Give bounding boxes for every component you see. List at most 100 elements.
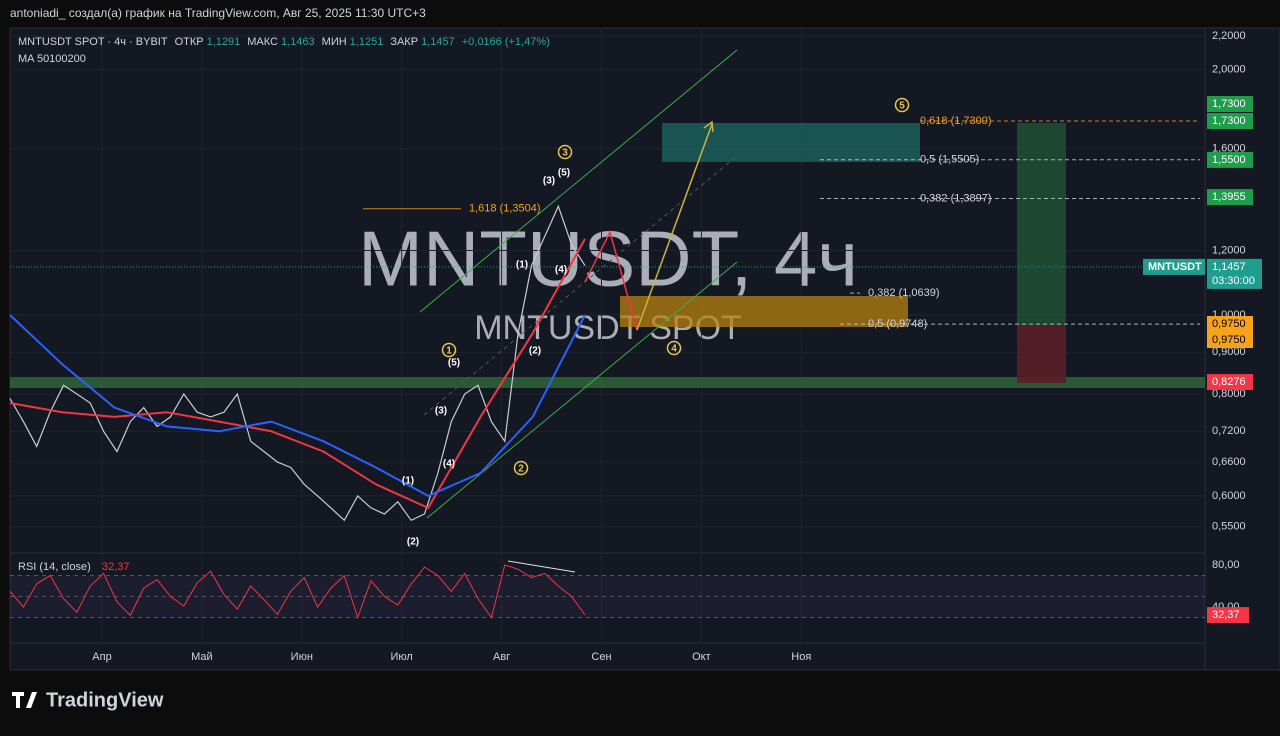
price-badge-label: 1,5500	[1212, 154, 1246, 166]
y-tick-label: 0,6600	[1212, 456, 1246, 468]
fib-label: 0,618 (1,7300)	[920, 115, 992, 127]
x-tick-label: Июл	[391, 651, 413, 663]
plot: MNTUSDT 1,1457 03:30:00 1,618 (1,3504) 0,618…	[9, 96, 1262, 624]
current-badge	[1143, 258, 1205, 275]
price-badge	[1207, 96, 1253, 113]
x-tick-label: Апр	[92, 651, 111, 663]
price-badge	[1207, 189, 1253, 206]
y-tick-label: 2,2000	[1212, 30, 1246, 42]
series-line	[9, 238, 586, 510]
projection-up	[636, 123, 713, 331]
long-loss	[1017, 325, 1066, 383]
current-price-label: 1,1457	[1212, 261, 1246, 273]
wave-label: (2)	[529, 346, 541, 357]
chart-panel	[9, 27, 1280, 671]
price-badge-label: 0,8276	[1212, 376, 1246, 388]
y-tick-label: 1,6000	[1212, 143, 1246, 155]
fib-label: 0,382 (1,0639)	[868, 287, 940, 299]
header-title: antoniadi_ создал(а) график на TradingVi…	[10, 6, 426, 20]
price-badge-label: 1,3955	[1212, 191, 1246, 203]
wave-label: (3)	[435, 406, 447, 417]
legend: RSI (14, close) 32,37 MNTUSDT SPOT · 4ч · …	[18, 36, 550, 573]
wave-label: 5	[899, 101, 905, 112]
arrow-head	[703, 120, 714, 133]
price-badge	[1207, 332, 1253, 349]
x-tick-label: Авг	[493, 651, 510, 663]
rsi-value: 32,37	[102, 561, 130, 573]
wave-label: (2)	[407, 537, 419, 548]
wave-circle	[513, 460, 529, 476]
fib-label: 0,5 (0,9748)	[868, 318, 927, 330]
price-badge-label: 1,7300	[1212, 115, 1246, 127]
wave-label: (1)	[402, 476, 414, 487]
wave-label: 4	[671, 344, 677, 355]
y-tick-label: 0,5500	[1212, 521, 1246, 533]
current-timer: 03:30:00	[1212, 275, 1255, 287]
x-tick-label: Май	[191, 651, 213, 663]
wave-label: (3)	[543, 176, 555, 187]
fib-label: 1,618 (1,3504)	[469, 203, 541, 215]
series-line	[9, 564, 586, 620]
legend-item: 1,1291	[207, 36, 241, 48]
footer-logo: TradingView	[12, 689, 164, 711]
series-line	[9, 204, 586, 522]
legend-item: ОТКР	[175, 36, 204, 48]
price-badge-label: 1,7300	[1212, 98, 1246, 110]
brand: TradingView	[46, 689, 164, 711]
x-tick-label: Сен	[591, 651, 611, 663]
y-tick-label: 0,6000	[1212, 490, 1246, 502]
rsi-divergence	[507, 560, 576, 573]
y-tick-label: 1,2000	[1212, 244, 1246, 256]
wave-label: 2	[518, 464, 524, 475]
legend-item: +0,0166 (+1,47%)	[462, 36, 550, 48]
series-line	[9, 314, 586, 498]
price-badge	[1207, 374, 1253, 391]
price-badge-label: 0,9750	[1212, 318, 1246, 330]
legend-item: МАКС	[247, 36, 278, 48]
wave-label: 1	[446, 346, 452, 357]
y-tick-label: 0,8000	[1212, 388, 1246, 400]
logo-icon	[12, 692, 37, 708]
rsi-badge	[1207, 607, 1249, 624]
x-tick-label: Окт	[692, 651, 711, 663]
legend-item: MNTUSDT SPOT · 4ч · BYBIT	[18, 36, 168, 48]
projection-down	[584, 229, 638, 331]
y-tick-label: 2,0000	[1212, 64, 1246, 76]
current-symbol: MNTUSDT	[1148, 261, 1202, 273]
price-badge	[1207, 151, 1253, 168]
channel-lower	[426, 261, 738, 519]
support-band	[10, 377, 1205, 388]
wave-circle	[894, 97, 910, 113]
legend-item: МИН	[322, 36, 347, 48]
legend-item: 1,1251	[350, 36, 384, 48]
y-tick-label: 0,7200	[1212, 425, 1246, 437]
legend-item: 1,1457	[421, 36, 455, 48]
wave-circle	[557, 144, 573, 160]
current-price-badge	[1207, 258, 1262, 289]
y-tick-label: 0,9000	[1212, 346, 1246, 358]
rsi-title: RSI (14, close)	[18, 561, 91, 573]
fib-label: 0,382 (1,3897)	[920, 192, 992, 204]
long-profit	[1017, 123, 1066, 325]
wave-label: (4)	[443, 459, 455, 470]
wave-label: (4)	[555, 265, 567, 276]
rsi-badge-label: 32,37	[1212, 609, 1240, 621]
wave-circle	[666, 340, 682, 356]
rsi-tick-label: 80,00	[1212, 559, 1240, 571]
channel-upper	[419, 49, 738, 313]
legend-ma: MA 50100200	[18, 53, 86, 65]
wave-label: (1)	[516, 260, 528, 271]
wave-label: 3	[562, 148, 568, 159]
price-badge	[1207, 316, 1253, 333]
watermark: MNTUSDT, 4ч	[358, 215, 858, 303]
price-badge	[1207, 113, 1253, 130]
price-badge-label: 0,9750	[1212, 334, 1246, 346]
legend-item: 1,1463	[281, 36, 315, 48]
grid: 2,20002,00001,60001,20001,00000,90000,80…	[10, 28, 1246, 663]
wave-label: (5)	[448, 358, 460, 369]
entry-zone	[620, 296, 908, 327]
fib-label: 0,5 (1,5505)	[920, 154, 979, 166]
wave-label: (5)	[558, 168, 570, 179]
